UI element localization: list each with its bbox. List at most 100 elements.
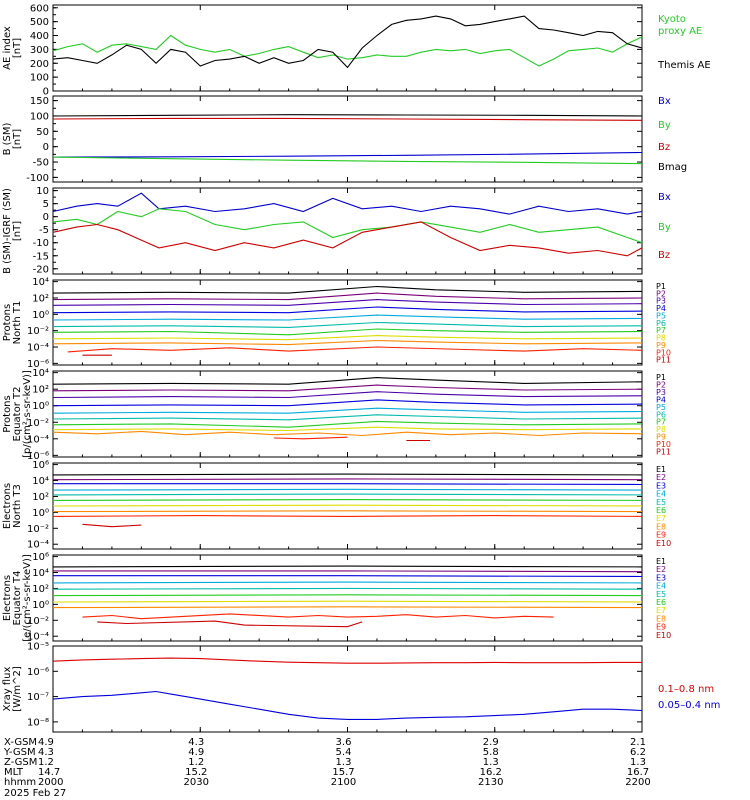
y-tick-label: 10⁻⁵ bbox=[27, 642, 49, 653]
footer-value: 1.3 bbox=[630, 757, 646, 768]
y-tick-label: 10⁴ bbox=[32, 568, 49, 579]
series-line-bz bbox=[52, 156, 643, 165]
legend-label: E3 bbox=[656, 481, 666, 490]
y-axis-label: B (SM)-IGRF (SM) bbox=[2, 188, 13, 274]
footer-value: 2100 bbox=[331, 777, 356, 788]
footer-value: 16.7 bbox=[627, 767, 649, 778]
series-line-by bbox=[52, 208, 643, 244]
legend-label: P1 bbox=[656, 373, 666, 382]
legend-label: E8 bbox=[656, 522, 666, 531]
footer-row-label: hhmm bbox=[4, 777, 36, 788]
panel-frame bbox=[52, 554, 643, 642]
footer-value: 2.9 bbox=[483, 737, 499, 748]
legend-label: E7 bbox=[656, 514, 666, 523]
footer-value: 1.2 bbox=[38, 757, 54, 768]
y-tick-label: 10⁻⁴ bbox=[27, 343, 49, 354]
y-tick-label: 10⁻⁶ bbox=[27, 359, 49, 370]
y-axis-label: Electrons bbox=[2, 483, 13, 529]
legend-label: P8 bbox=[656, 334, 666, 343]
footer-value: 1.3 bbox=[336, 757, 352, 768]
legend-label: E6 bbox=[656, 598, 666, 607]
footer-value: 16.2 bbox=[480, 767, 502, 778]
legend-label: E5 bbox=[656, 498, 666, 507]
y-tick-label: 10⁻² bbox=[27, 326, 49, 337]
y-tick-label: 0 bbox=[43, 212, 49, 223]
y-tick-label: 10⁻² bbox=[27, 418, 49, 429]
y-tick-label: 0 bbox=[43, 142, 49, 153]
legend-label: E6 bbox=[656, 506, 666, 515]
series-line-e1 bbox=[52, 473, 643, 476]
footer-value: 2200 bbox=[625, 777, 650, 788]
legend-label: E1 bbox=[656, 465, 666, 474]
ephemeris-footer: X-GSM 4.9 4.3 3.6 2.9 2.1Y-GSM 4.3 4.9 5.4 5.8 6.2… bbox=[3, 737, 651, 799]
y-tick-label: 200 bbox=[30, 59, 49, 70]
series-line-themis-ae bbox=[52, 15, 643, 69]
legend-label: P4 bbox=[656, 395, 666, 404]
y-tick-label: 10² bbox=[32, 492, 49, 503]
footer-value: 3.6 bbox=[336, 737, 352, 748]
y-tick-label: -5 bbox=[39, 225, 49, 236]
y-tick-label: 10⁰ bbox=[32, 508, 49, 519]
y-axis-label: Protons bbox=[2, 304, 13, 341]
footer-value: 14.7 bbox=[38, 767, 60, 778]
footer-value: 4.9 bbox=[188, 747, 204, 758]
series-line-e1 bbox=[52, 565, 643, 568]
y-axis-label: [nT] bbox=[12, 38, 23, 58]
y-tick-label: 100 bbox=[30, 73, 49, 84]
legend-label: E9 bbox=[656, 623, 666, 632]
legend-label: P7 bbox=[656, 326, 666, 335]
panel-ae: 600 500 400 300 200 100 0 AE index [nT] Kyotoprox… bbox=[2, 3, 711, 97]
series-line-by bbox=[52, 117, 643, 121]
y-tick-label: -20 bbox=[33, 264, 49, 275]
panel-frame bbox=[52, 4, 643, 92]
y-tick-label: 150 bbox=[30, 96, 49, 107]
series-line-p1 bbox=[52, 377, 643, 385]
legend-label: P2 bbox=[656, 289, 666, 298]
panel-xray: 10⁻⁵ 10⁻⁶ 10⁻⁷ 10⁻⁸ Xray flux [W/m^2] 0.1–0.8 … bbox=[2, 642, 720, 733]
series-line-p10 bbox=[273, 436, 348, 440]
y-tick-label: 10⁶ bbox=[32, 460, 49, 471]
footer-value: 1.3 bbox=[483, 757, 499, 768]
legend-label: Kyoto bbox=[658, 14, 686, 25]
footer-value: 6.2 bbox=[630, 747, 646, 758]
legend-label: P7 bbox=[656, 418, 666, 427]
series-line-e5 bbox=[52, 587, 643, 590]
series-line-0-05-0-4-nm bbox=[52, 690, 643, 720]
legend-label: Bx bbox=[658, 192, 671, 203]
panel-frame bbox=[52, 95, 643, 183]
panel-electrons-e: 10⁶ 10⁴ 10² 10⁰ 10⁻² 10⁻⁴ Electrons Equator T4[… bbox=[2, 552, 671, 643]
legend-label: By bbox=[658, 120, 671, 131]
legend-label: P3 bbox=[656, 388, 666, 397]
series-line-p7 bbox=[52, 420, 643, 428]
footer-value: 1.2 bbox=[188, 757, 204, 768]
panel-protons-e: 10⁴ 10² 10⁰ 10⁻² 10⁻⁴ 10⁻⁶ Protons Equator T2 [p… bbox=[2, 368, 671, 462]
series-line-0-1-0-8-nm bbox=[52, 657, 642, 664]
series-line-p10 bbox=[67, 346, 643, 353]
legend-label: E4 bbox=[656, 490, 666, 499]
y-tick-label: 10⁻⁶ bbox=[27, 451, 49, 462]
y-axis-label: B (SM) bbox=[2, 122, 13, 155]
series-line-p9 bbox=[52, 430, 643, 437]
legend-label: P4 bbox=[656, 304, 666, 313]
legend-label: 0.05–0.4 nm bbox=[658, 700, 720, 711]
series-line-p8 bbox=[52, 426, 643, 432]
legend-label: P5 bbox=[656, 403, 666, 412]
y-axis-label: Equator T2 bbox=[12, 387, 23, 442]
series-line-p3 bbox=[52, 299, 643, 306]
legend-label: P5 bbox=[656, 311, 666, 320]
footer-value: 2.1 bbox=[630, 737, 646, 748]
footer-value: 15.2 bbox=[185, 767, 207, 778]
y-tick-label: 10⁻⁶ bbox=[27, 667, 49, 678]
y-tick-label: 300 bbox=[30, 45, 49, 56]
y-tick-label: 10⁰ bbox=[32, 310, 49, 321]
panel-bsm: 150 100 50 0 -50 -100 B (SM) [nT] Bx By Bz Bmag bbox=[2, 95, 687, 184]
y-axis-label: Xray flux bbox=[2, 667, 13, 712]
footer-value: 4.3 bbox=[188, 737, 204, 748]
footer-row-label: Y-GSM bbox=[3, 747, 36, 758]
y-tick-label: 10 bbox=[36, 186, 49, 197]
series-line-e10 bbox=[82, 523, 142, 528]
series-line-p1 bbox=[52, 285, 643, 294]
legend-label: P2 bbox=[656, 380, 666, 389]
series-line-e6 bbox=[52, 499, 643, 501]
